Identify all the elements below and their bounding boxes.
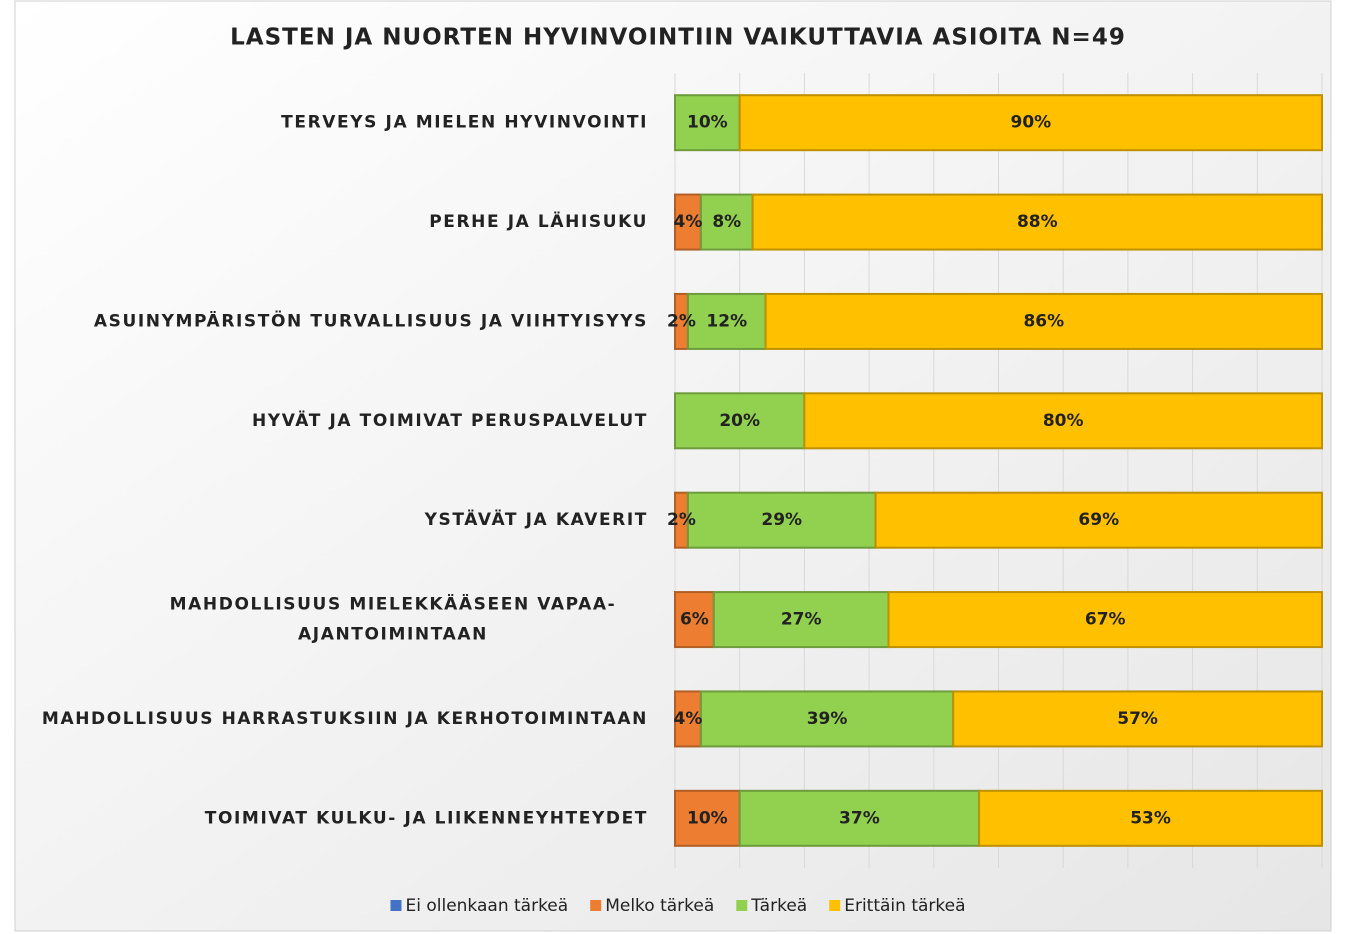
legend-item: Erittäin tärkeä <box>829 896 966 916</box>
legend-label: Erittäin tärkeä <box>844 896 965 916</box>
chart-title: LASTEN JA NUORTEN HYVINVOINTIIN VAIKUTTA… <box>230 25 1126 51</box>
data-label: 39% <box>807 709 848 729</box>
y-tick-label: ASUINYMPÄRISTÖN TURVALLISUUS JA VIIHTYIS… <box>94 309 648 331</box>
legend-item: Tärkeä <box>736 896 807 916</box>
bar-segment <box>887 591 1323 649</box>
data-label: 12% <box>706 311 747 331</box>
bar-segment <box>674 193 702 251</box>
bar-segment <box>674 690 702 748</box>
bar-segment <box>874 491 1323 549</box>
y-tick-label: MAHDOLLISUUS MIELEKKÄÄSEEN VAPAA-AJANTOI… <box>170 593 617 645</box>
bar-segment <box>686 491 877 549</box>
data-label: 86% <box>1023 311 1064 331</box>
data-label: 10% <box>687 113 728 133</box>
legend-label: Ei ollenkaan tärkeä <box>405 896 568 916</box>
legend-item: Ei ollenkaan tärkeä <box>390 896 568 916</box>
data-label: 4% <box>674 709 703 729</box>
data-label: 10% <box>687 808 728 828</box>
bar-segment <box>674 789 741 847</box>
data-label: 37% <box>839 808 880 828</box>
data-label: 20% <box>719 411 760 431</box>
data-label: 4% <box>674 212 703 232</box>
data-label: 6% <box>680 610 709 630</box>
legend-swatch <box>829 900 841 911</box>
legend-item: Melko tärkeä <box>590 896 714 916</box>
data-label: 27% <box>781 610 822 630</box>
y-tick-label: YSTÄVÄT JA KAVERIT <box>424 508 648 530</box>
data-label: 2% <box>667 311 696 331</box>
data-label: 8% <box>712 212 741 232</box>
data-label: 67% <box>1085 610 1126 630</box>
chart-area <box>14 0 1332 932</box>
data-label: 80% <box>1043 411 1084 431</box>
y-tick-label: PERHE JA LÄHISUKU <box>429 210 648 232</box>
bar-segment <box>686 292 767 350</box>
data-label: 88% <box>1017 212 1058 232</box>
bar-segment <box>803 392 1323 450</box>
y-tick-label: HYVÄT JA TOIMIVAT PERUSPALVELUT <box>252 409 648 431</box>
data-label: 29% <box>761 510 802 530</box>
bar-segment <box>674 94 741 152</box>
data-label: 90% <box>1010 113 1051 133</box>
bar-segment <box>751 193 1323 251</box>
y-tick-label: TOIMIVAT KULKU- JA LIIKENNEYHTEYDET <box>205 808 648 828</box>
data-label: 2% <box>667 510 696 530</box>
legend-swatch <box>590 900 602 911</box>
bar-segment <box>764 292 1323 350</box>
bar-segment <box>952 690 1324 748</box>
bar-segment <box>978 789 1324 847</box>
y-tick-label: TERVEYS JA MIELEN HYVINVOINTI <box>281 113 648 133</box>
data-label: 53% <box>1130 808 1171 828</box>
data-label: 69% <box>1078 510 1119 530</box>
legend-label: Tärkeä <box>750 896 807 916</box>
bar-segment <box>699 193 754 251</box>
bar-segment <box>738 94 1323 152</box>
data-label: 57% <box>1117 709 1158 729</box>
legend-label: Melko tärkeä <box>605 896 714 916</box>
y-tick-label: MAHDOLLISUUS HARRASTUKSIIN JA KERHOTOIMI… <box>42 709 648 729</box>
legend-swatch <box>390 900 402 911</box>
legend-swatch <box>736 900 748 911</box>
bar-segment <box>699 690 955 748</box>
